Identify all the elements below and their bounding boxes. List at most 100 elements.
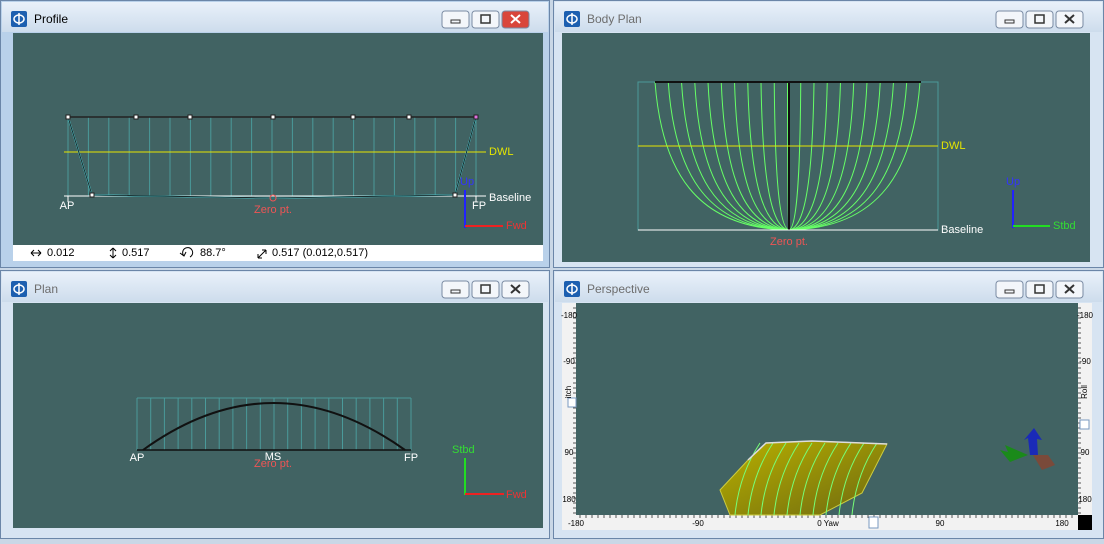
plan-canvas (13, 303, 543, 528)
section-curve (788, 81, 908, 231)
pitch-label: itch (564, 386, 573, 398)
fwd-label: Fwd (506, 489, 527, 501)
section-curve (788, 81, 855, 231)
button-glyph (1004, 19, 1015, 24)
fwd-label: Fwd (506, 220, 527, 232)
section-curve (694, 81, 790, 231)
section-curve (788, 81, 881, 231)
profile-canvas (13, 33, 543, 245)
status-icons (30, 247, 267, 259)
pitch-label: 90 (565, 448, 574, 457)
profile-curve-outline (67, 116, 477, 199)
yaw-label: 180 (1055, 519, 1069, 528)
status-angle: 88.7° (200, 247, 226, 259)
stbd-label: Stbd (1053, 220, 1076, 232)
section-curve (773, 81, 790, 231)
maximize-button[interactable] (1025, 10, 1054, 29)
section-curve (760, 81, 790, 231)
button-glyph (450, 19, 461, 24)
corner-box (1078, 515, 1092, 530)
dwl-label: DWL (941, 140, 965, 152)
roll-ruler (1078, 303, 1092, 515)
button-glyph (1034, 14, 1045, 24)
section-curve (760, 442, 787, 516)
button-glyph (480, 14, 491, 24)
button-glyph (450, 289, 461, 294)
zero-label: Zero pt. (254, 458, 292, 470)
bodyplan-canvas (562, 33, 1090, 262)
section-curve (788, 81, 841, 231)
section-curve (838, 442, 865, 516)
ap-label: AP (60, 200, 75, 212)
fp-label: FP (404, 452, 418, 464)
section-curve (734, 81, 790, 231)
section-curve (788, 81, 921, 231)
button-glyph (1064, 284, 1075, 294)
section-curve (851, 442, 878, 516)
section-curve (654, 81, 790, 231)
status-dx: 0.012 (47, 247, 75, 259)
pitch-label: -180 (561, 311, 578, 320)
button-glyph (1004, 289, 1015, 294)
section-curve (788, 81, 815, 231)
yaw-label: 90 (936, 519, 945, 528)
control-points (65, 114, 479, 202)
section-curve (773, 442, 800, 516)
maximize-button[interactable] (471, 10, 500, 29)
button-glyph (1034, 284, 1045, 294)
section-curve (720, 81, 790, 231)
section-curve (786, 442, 813, 516)
section-curve (788, 81, 828, 231)
section-curve (734, 442, 761, 516)
section-curve (747, 442, 774, 516)
pitch-label: -90 (563, 357, 575, 366)
button-glyph (510, 284, 521, 294)
button-glyph (1064, 14, 1075, 24)
section-curve (747, 81, 790, 231)
window-title: Body Plan (587, 12, 642, 26)
yaw-slider[interactable] (868, 516, 879, 529)
roll-label: 90 (1081, 448, 1090, 457)
pitch-slider[interactable] (567, 397, 577, 408)
fp-label: FP (472, 200, 486, 212)
roll-label: -180 (1077, 311, 1094, 320)
section-curve (788, 81, 868, 231)
section-curve (667, 81, 790, 231)
window-title: Profile (34, 12, 68, 26)
yaw-label: 0 Yaw (817, 519, 839, 528)
window-title: Perspective (587, 282, 650, 296)
pitch-label: 180 (562, 495, 576, 504)
dwl-label: DWL (489, 146, 513, 158)
yaw-ruler (562, 515, 1078, 530)
section-curve (788, 81, 802, 231)
button-glyph (510, 14, 521, 24)
section-curve (681, 81, 790, 231)
roll-label: Roll (1080, 385, 1089, 399)
yaw-label: -90 (692, 519, 704, 528)
up-label: Up (1006, 176, 1020, 188)
status-bar (13, 245, 543, 261)
button-glyph (480, 284, 491, 294)
yaw-label: -180 (568, 519, 585, 528)
roll-label: 180 (1078, 495, 1092, 504)
deck-line (747, 440, 888, 461)
roll-slider[interactable] (1079, 419, 1090, 430)
section-curve (799, 442, 826, 516)
pitch-ruler (562, 303, 576, 515)
waterline-curve (142, 402, 406, 451)
maximize-button[interactable] (1025, 280, 1054, 299)
section-curve (812, 442, 839, 516)
roll-label: -90 (1079, 357, 1091, 366)
window-title: Plan (34, 282, 58, 296)
zero-label: Zero pt. (254, 204, 292, 216)
section-curve (788, 81, 894, 231)
ms-label: MS (265, 451, 282, 463)
maximize-button[interactable] (471, 280, 500, 299)
up-label: Up (460, 176, 474, 188)
axis-gizmo (1000, 428, 1055, 470)
stbd-label: Stbd (452, 444, 475, 456)
section-curve (707, 81, 790, 231)
baseline-label: Baseline (489, 192, 531, 204)
status-distance: 0.517 (0.012,0.517) (272, 247, 368, 259)
